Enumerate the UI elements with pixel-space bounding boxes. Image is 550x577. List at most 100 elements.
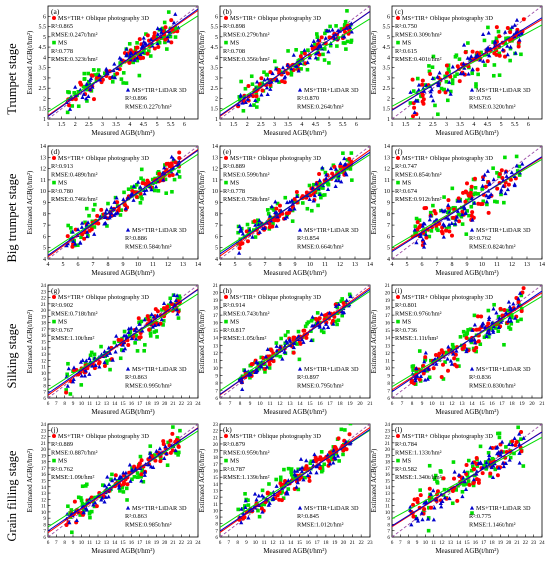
- y-tick-label: 7: [215, 388, 218, 394]
- blue-point: [490, 475, 496, 479]
- red-point: [520, 290, 525, 295]
- y-tick-label: 14: [385, 485, 391, 491]
- green-point: [427, 463, 432, 468]
- x-tick-label: 16: [129, 540, 135, 546]
- red-point: [155, 309, 160, 314]
- green-point: [245, 222, 250, 227]
- legend-green-label: MS: [402, 458, 412, 465]
- red-point: [338, 164, 343, 169]
- red-point: [427, 486, 432, 491]
- green-r2: R²:0.674: [395, 188, 418, 195]
- green-point: [469, 468, 474, 473]
- y-tick-label: 12: [213, 495, 219, 501]
- blue-point: [491, 463, 496, 468]
- green-point: [243, 86, 248, 91]
- blue-point: [66, 366, 71, 371]
- y-tick-label: 9: [43, 201, 46, 207]
- y-tick-label: 4.5: [211, 45, 219, 51]
- blue-point: [312, 193, 317, 198]
- red-point: [415, 220, 420, 225]
- blue-point: [315, 49, 320, 54]
- red-point: [136, 316, 141, 321]
- red-point: [240, 241, 245, 246]
- blue-point: [441, 209, 446, 214]
- red-point: [275, 493, 280, 498]
- red-point: [254, 94, 259, 99]
- green-point: [496, 29, 501, 34]
- x-tick-label: 13: [104, 401, 110, 407]
- green-r2: R²:0.708: [223, 48, 245, 55]
- x-tick-label: 24: [195, 401, 201, 407]
- y-tick-label: 2.5: [39, 86, 47, 92]
- y-tick-label: 4: [215, 257, 218, 263]
- x-tick-label: 5: [62, 262, 65, 268]
- red-point: [268, 70, 273, 75]
- green-r2: R²:0.778: [223, 188, 245, 195]
- green-point: [469, 204, 474, 209]
- y-tick-label: 12: [40, 167, 46, 173]
- plot-area: [220, 424, 370, 537]
- green-point: [337, 459, 341, 463]
- blue-point: [472, 340, 478, 345]
- green-point: [467, 213, 471, 218]
- blue-point: [469, 54, 474, 58]
- legend-red-marker: [224, 16, 228, 20]
- green-point: [415, 76, 420, 81]
- green-point: [322, 58, 327, 62]
- x-tick-label: 17: [137, 401, 143, 407]
- green-point: [474, 82, 478, 86]
- green-point: [142, 348, 146, 353]
- y-tick-label: 16: [41, 472, 47, 478]
- green-point: [259, 355, 264, 360]
- red-point: [474, 456, 479, 461]
- x-tick-label: 23: [187, 540, 193, 546]
- green-point: [290, 219, 295, 223]
- blue-point: [517, 37, 522, 42]
- blue-point: [79, 220, 85, 225]
- green-r2: R²:0.778: [51, 48, 73, 55]
- red-point: [505, 25, 510, 30]
- red-point: [117, 67, 122, 72]
- red-point: [315, 457, 320, 462]
- green-point: [482, 38, 487, 43]
- x-axis-title: Measured AGB(t/hm²): [91, 269, 155, 277]
- red-point: [428, 71, 433, 76]
- green-point: [431, 54, 436, 59]
- green-point: [321, 186, 325, 190]
- y-tick-label: 18: [385, 460, 391, 466]
- legend-red-label: MS+TIR+ Oblique photography 3D: [58, 294, 149, 301]
- blue-point: [504, 310, 509, 315]
- blue-point: [93, 363, 98, 368]
- stage-label: Silking stage: [5, 323, 19, 388]
- green-point: [482, 464, 487, 468]
- blue-point: [409, 522, 414, 527]
- red-point: [125, 482, 130, 487]
- red-point: [446, 368, 451, 373]
- green-point: [333, 319, 338, 324]
- blue-point: [415, 373, 420, 378]
- green-point: [442, 87, 446, 92]
- blue-point: [314, 181, 319, 186]
- x-tick-label: 1.5: [230, 122, 238, 128]
- x-tick-label: 12: [277, 401, 283, 407]
- y-tick-label: 12: [385, 497, 391, 503]
- x-tick-label: 10: [429, 401, 435, 407]
- green-point: [505, 308, 510, 313]
- green-point: [143, 51, 147, 56]
- blue-point: [325, 452, 330, 457]
- green-point: [309, 318, 314, 323]
- green-point: [510, 315, 514, 320]
- blue-point: [486, 46, 491, 51]
- red-point: [277, 203, 282, 208]
- green-point: [299, 67, 303, 71]
- blue-point: [449, 221, 454, 225]
- blue-point: [239, 506, 244, 511]
- x-tick-label: 6: [47, 540, 50, 546]
- blue-point: [331, 33, 336, 38]
- blue-point: [460, 494, 465, 499]
- green-r2: R²:0.582: [395, 466, 417, 473]
- blue-point: [173, 11, 178, 16]
- blue-point: [426, 366, 431, 371]
- y-tick-label: 11: [41, 365, 46, 371]
- blue-point: [480, 32, 486, 37]
